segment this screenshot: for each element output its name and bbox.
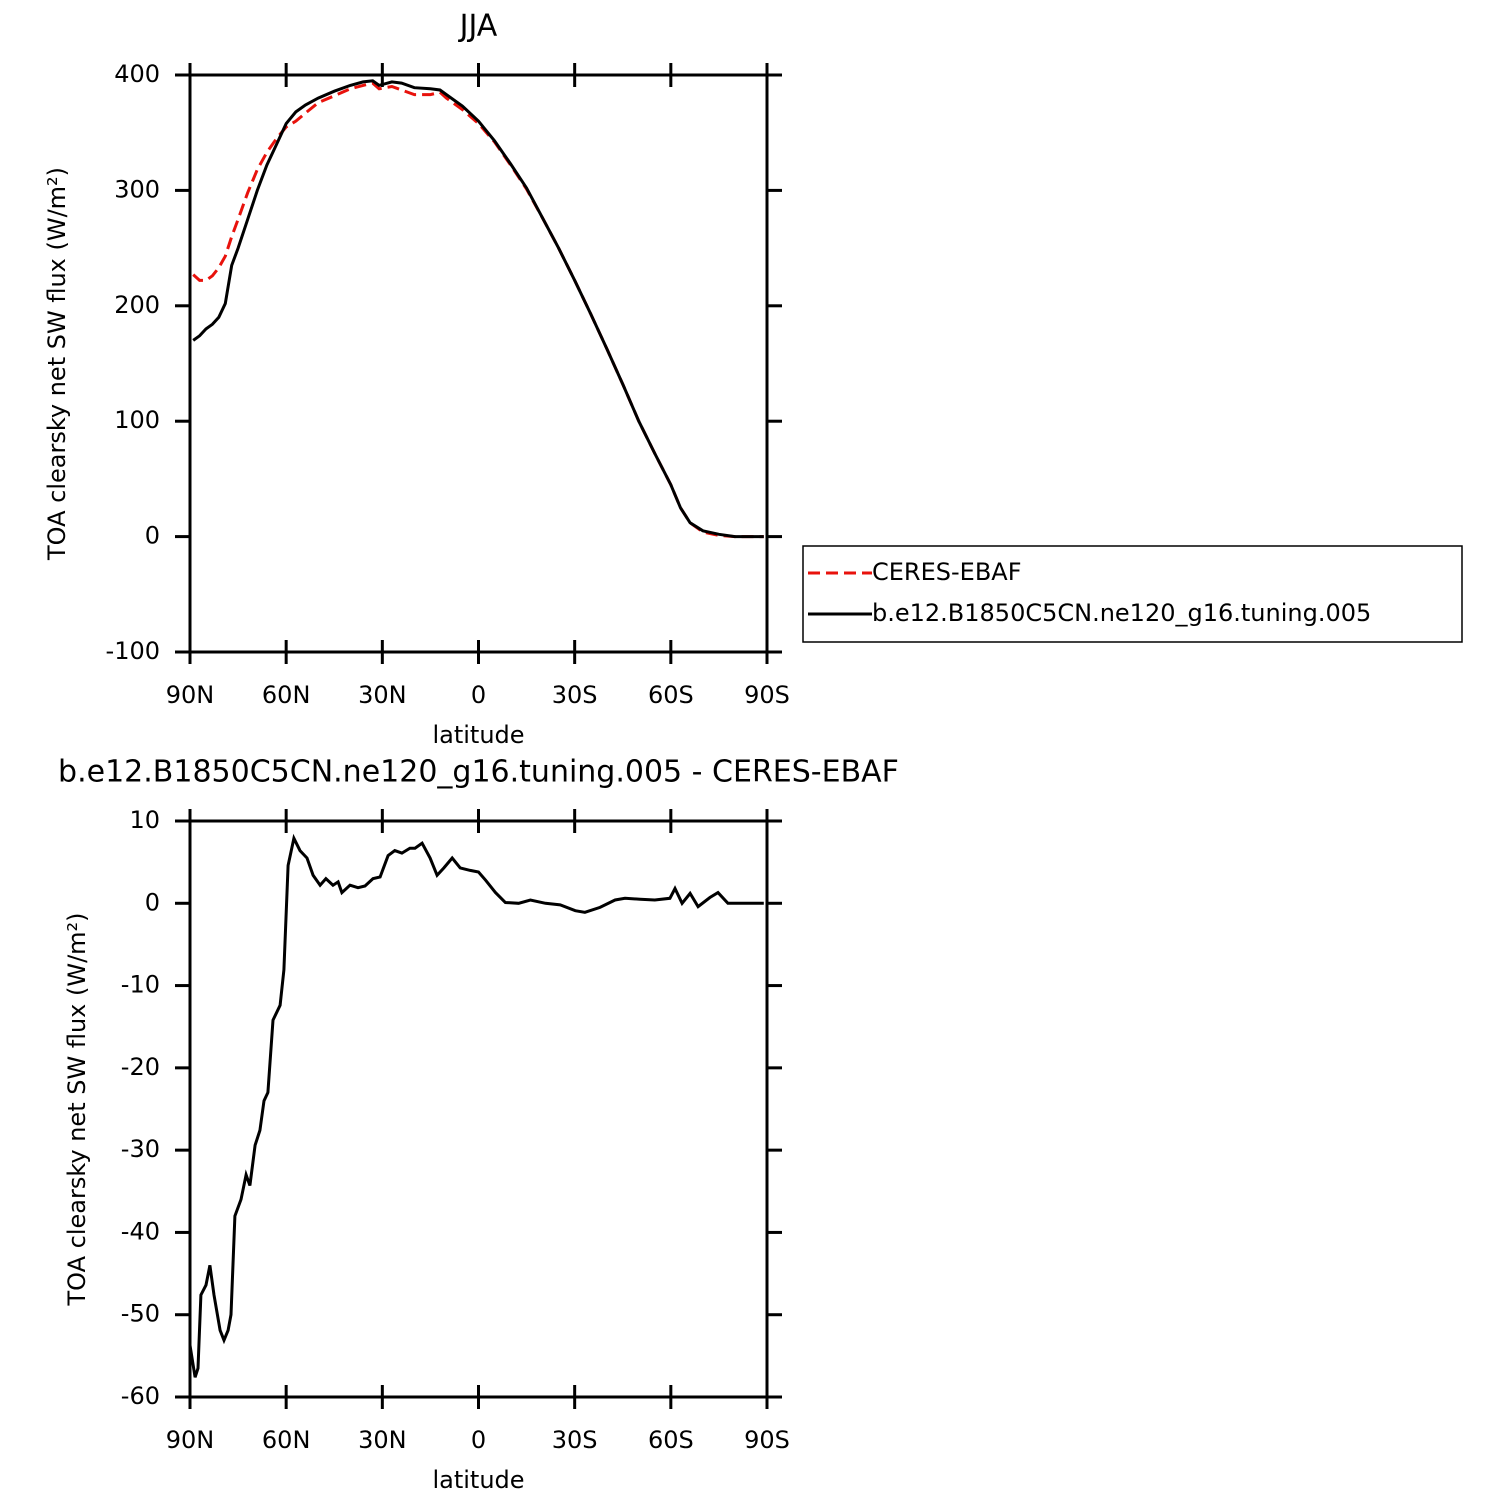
chart-title: JJA	[458, 9, 498, 44]
y-axis-label: TOA clearsky net SW flux (W/m²)	[63, 912, 91, 1306]
y-axis-label: TOA clearsky net SW flux (W/m²)	[43, 167, 71, 561]
x-tick-label: 60S	[648, 681, 694, 709]
x-tick-label: 0	[471, 1426, 486, 1454]
x-tick-label: 30N	[358, 1426, 407, 1454]
y-tick-label: 100	[114, 406, 160, 434]
x-tick-label: 90N	[166, 1426, 215, 1454]
y-tick-label: -40	[121, 1217, 160, 1245]
x-axis-label: latitude	[432, 721, 524, 749]
legend-box	[802, 545, 1463, 643]
y-tick-label: -100	[106, 637, 160, 665]
y-tick-label: 400	[114, 60, 160, 88]
y-tick-label: -20	[121, 1053, 160, 1081]
x-tick-label: 60N	[262, 681, 311, 709]
x-tick-label: 90N	[166, 681, 215, 709]
plot-frame	[188, 819, 769, 1399]
x-tick-label: 30S	[552, 681, 598, 709]
data-line	[188, 833, 764, 1378]
y-tick-label: -60	[121, 1382, 160, 1410]
x-axis-label: latitude	[432, 1466, 524, 1494]
x-tick-label: 60S	[648, 1426, 694, 1454]
data-line	[192, 81, 764, 539]
legend-label: CERES-EBAF	[872, 558, 1022, 586]
legend-label: b.e12.B1850C5CN.ne120_g16.tuning.005	[872, 599, 1371, 627]
y-tick-label: 300	[114, 175, 160, 203]
x-tick-label: 60N	[262, 1426, 311, 1454]
plot-frame	[188, 73, 769, 654]
y-tick-label: 0	[145, 888, 160, 916]
x-tick-label: 30N	[358, 681, 407, 709]
data-line	[192, 79, 764, 539]
y-tick-label: 200	[114, 291, 160, 319]
y-tick-label: -50	[121, 1300, 160, 1328]
y-tick-label: -10	[121, 971, 160, 999]
x-tick-label: 90S	[744, 1426, 790, 1454]
y-tick-label: -30	[121, 1135, 160, 1163]
x-tick-label: 0	[471, 681, 486, 709]
y-tick-label: 10	[129, 806, 160, 834]
x-tick-label: 90S	[744, 681, 790, 709]
x-tick-label: 30S	[552, 1426, 598, 1454]
y-tick-label: 0	[145, 522, 160, 550]
chart-title: b.e12.B1850C5CN.ne120_g16.tuning.005 - C…	[58, 755, 899, 790]
